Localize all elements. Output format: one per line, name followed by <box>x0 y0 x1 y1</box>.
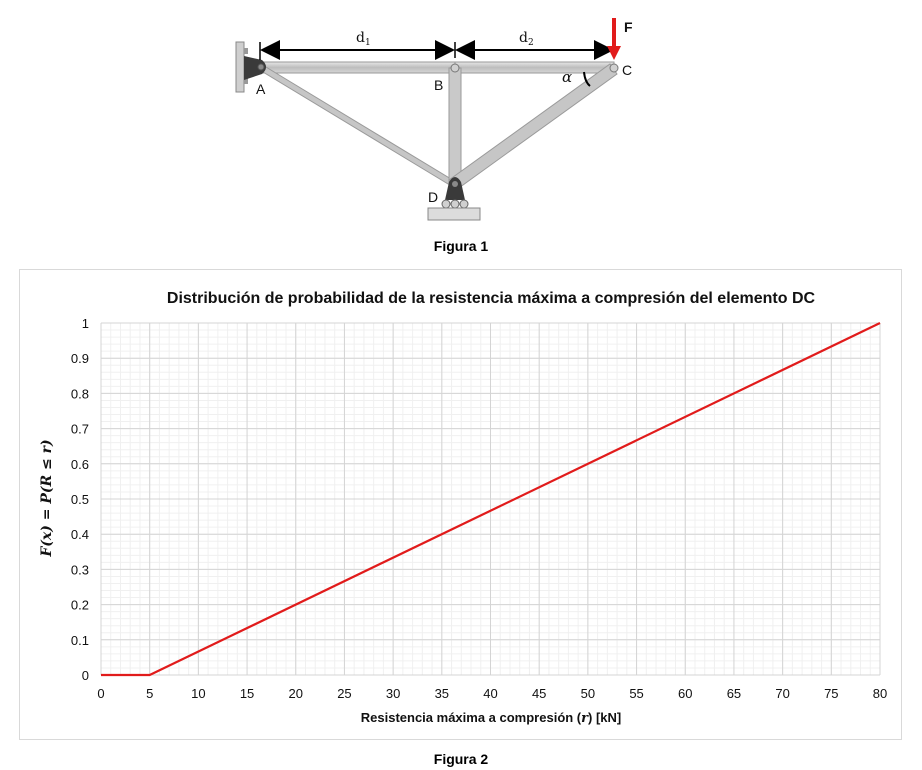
y-tick-label: 0.3 <box>71 562 89 577</box>
x-tick-label: 35 <box>435 686 449 701</box>
y-tick-label: 0 <box>82 668 89 683</box>
label-alpha: α <box>562 68 572 86</box>
member-bc <box>454 61 615 74</box>
x-tick-label: 45 <box>532 686 546 701</box>
svg-text:d1: d1 <box>356 30 371 48</box>
angle-alpha-arc <box>583 71 591 87</box>
label-a: A <box>256 81 266 97</box>
y-tick-label: 0.7 <box>71 422 89 437</box>
member-ab <box>257 61 456 74</box>
label-f: F <box>624 19 633 35</box>
label-d1-sub: 1 <box>365 38 371 48</box>
y-tick-label: 0.6 <box>71 457 89 472</box>
y-tick-label: 0.2 <box>71 598 89 613</box>
truss-members <box>255 60 618 191</box>
x-tick-labels: 0 5 10 15 20 25 30 35 40 45 50 55 60 65 70 75 80 <box>97 686 887 701</box>
label-b: B <box>434 77 443 93</box>
x-tick-label: 80 <box>873 686 887 701</box>
y-tick-label: 1 <box>82 316 89 331</box>
joint-c <box>609 63 619 73</box>
x-tick-label: 10 <box>191 686 205 701</box>
label-d2: d <box>519 30 528 46</box>
label-c: C <box>622 62 632 78</box>
wall-support <box>235 41 245 93</box>
series-line-cdf <box>101 322 881 677</box>
y-tick-label: 0.4 <box>71 527 89 542</box>
y-tick-label: 0.9 <box>71 351 89 366</box>
truss-diagram: A B C D F α d1 d2 <box>235 18 633 221</box>
x-tick-label: 50 <box>581 686 595 701</box>
svg-text:d2: d2 <box>519 30 534 48</box>
chart-title: Distribución de probabilidad de la resis… <box>167 290 816 307</box>
x-tick-label: 30 <box>386 686 400 701</box>
y-tick-labels: 0 0.1 0.2 0.3 0.4 0.5 0.6 0.7 0.8 0.9 1 <box>71 316 89 683</box>
y-tick-label: 0.1 <box>71 633 89 648</box>
y-tick-label: 0.8 <box>71 386 89 401</box>
x-tick-label: 20 <box>289 686 303 701</box>
label-d2-sub: 2 <box>528 38 534 48</box>
x-tick-label: 5 <box>146 686 153 701</box>
x-tick-label: 70 <box>775 686 789 701</box>
series-layer <box>101 322 881 677</box>
x-tick-label: 15 <box>240 686 254 701</box>
x-tick-label: 65 <box>727 686 741 701</box>
x-tick-label: 60 <box>678 686 692 701</box>
member-dc <box>448 63 618 191</box>
x-tick-label: 0 <box>97 686 104 701</box>
chart-frame: Distribución de probabilidad de la resis… <box>19 269 902 740</box>
cdf-chart: Distribución de probabilidad de la resis… <box>39 290 887 726</box>
y-axis-label: F(x) = P(R ≤ r) <box>39 439 55 557</box>
roller-support-d <box>445 177 465 200</box>
label-d1: d <box>356 30 365 46</box>
joint-b <box>450 63 460 73</box>
x-tick-label: 40 <box>483 686 497 701</box>
member-ad <box>255 60 459 191</box>
figure-1-caption: Figura 1 <box>433 238 489 254</box>
x-tick-label: 75 <box>824 686 838 701</box>
label-d: D <box>428 189 438 205</box>
y-tick-label: 0.5 <box>71 492 89 507</box>
x-axis-label: Resistencia máxima a compresión (r) [kN] <box>361 710 621 726</box>
x-tick-label: 55 <box>629 686 643 701</box>
pin-support-a <box>244 56 266 80</box>
x-tick-label: 25 <box>337 686 351 701</box>
major-grid <box>100 322 881 676</box>
figure-2-caption: Figura 2 <box>433 751 489 767</box>
member-bd <box>448 67 462 186</box>
